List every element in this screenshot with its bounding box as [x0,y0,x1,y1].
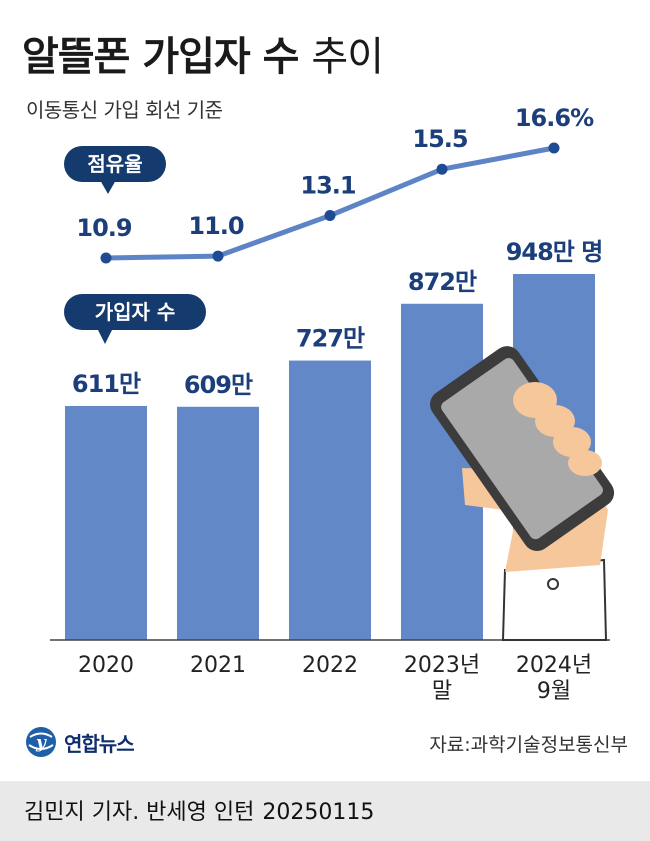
chart-title: 알뜰폰 가입자 수 추이 [22,24,384,82]
share-badge-label: 점유율 [87,152,142,176]
share-point [100,252,112,264]
share-value-label: 13.1 [300,172,356,200]
credit-line: 김민지 기자. 반세영 인턴 20250115 [24,794,374,826]
share-value-label: 10.9 [76,214,132,242]
hand-phone-illustration [430,346,615,641]
bar-value-labels: 611만 609만 727만 872만 948만 명 [72,238,603,399]
yonhap-logo: y 연합뉴스 [24,722,135,762]
share-badge: 점유율 [64,146,166,194]
svg-text:y: y [35,733,47,753]
bar-value-label: 611만 [72,370,141,398]
yonhap-globe-icon: y [26,727,56,757]
chart-subtitle: 이동통신 가입 회선 기준 [26,98,223,122]
bar-2020 [65,406,147,640]
bar-value-label: 872만 [408,268,477,296]
share-line-points [100,142,560,264]
share-line [105,145,555,261]
bar-value-label: 948만 명 [506,238,603,266]
x-tick-label: 2024년 [516,653,592,678]
x-tick-label: 9월 [537,679,571,704]
source-note: 자료:과학기술정보통신부 [429,734,628,756]
bar-value-label: 609만 [184,371,253,399]
x-tick-label: 2023년 [404,653,480,678]
share-value-label: 11.0 [188,212,244,240]
footer-bar [0,781,650,841]
logo-text: 연합뉴스 [64,731,135,756]
x-tick-label: 2020 [78,653,134,678]
share-point [212,250,224,262]
share-value-label: 16.6% [515,104,594,132]
bar-2022 [289,360,371,640]
x-tick-label: 2021 [190,653,246,678]
subscribers-badge-label: 가입자 수 [95,300,176,324]
share-point [548,142,560,154]
share-value-label: 15.5 [412,125,468,153]
bar-2021 [177,406,259,640]
byline: 김민지 기자. 반세영 인턴 [24,800,255,825]
x-tick-label: 2022 [302,653,358,678]
title-bold: 알뜰폰 가입자 수 [22,34,299,80]
bar-value-label: 727만 [296,325,365,353]
share-point [436,163,448,175]
chart-canvas: 611만 609만 727만 872만 948만 명 2020 2021 2022 2023년… [50,104,615,704]
x-tick-label: 말 [432,679,452,704]
title-light: 추이 [311,34,384,80]
credit-date: 20250115 [262,800,375,825]
subscribers-badge: 가입자 수 [64,294,206,344]
share-point [324,210,336,222]
share-value-labels: 10.9 11.0 13.1 15.5 16.6% [76,104,595,242]
